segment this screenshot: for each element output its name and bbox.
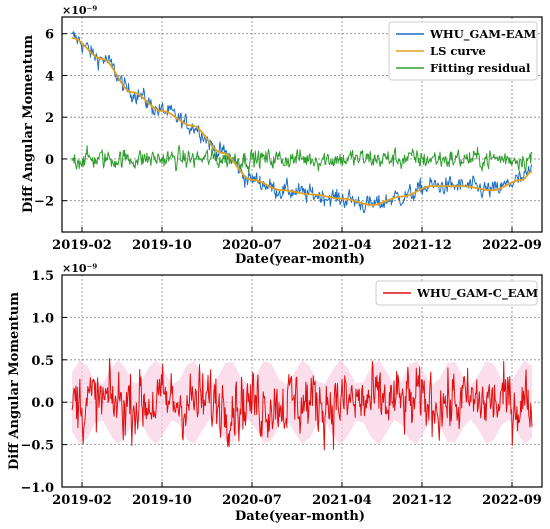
top-legend: WHU_GAM-EAM LS curve Fitting residual xyxy=(388,21,538,81)
series-line-whu-gam-c-eam xyxy=(71,358,533,451)
series-line-fitting-residual xyxy=(71,144,533,174)
top-x-ticks: 2019-02 2019-10 2020-07 2021-04 2021-12 2022-… xyxy=(52,227,542,253)
top-y-ticks: −2 0 2 4 6 xyxy=(34,28,67,210)
bottom-x-tick-label: 2020-07 xyxy=(222,493,282,508)
top-legend-box xyxy=(388,21,538,81)
bottom-y-tick-label: −0.5 xyxy=(20,439,54,454)
bottom-y-axis-title: Diff Angular Momentum xyxy=(7,292,22,470)
top-x-tick-label: 2019-02 xyxy=(52,238,112,253)
top-x-axis-title: Date(year-month) xyxy=(235,252,365,267)
top-y-tick-label: 6 xyxy=(45,28,54,43)
bottom-x-axis-title: Date(year-month) xyxy=(235,509,365,524)
top-x-tick-label: 2021-04 xyxy=(312,238,372,253)
top-scale-label: ×10⁻⁹ xyxy=(62,4,97,17)
top-y-axis-title: Diff Angular Momentum xyxy=(21,35,36,213)
series-line-ls-curve xyxy=(71,37,533,206)
bottom-x-tick-label: 2021-12 xyxy=(392,493,452,508)
top-x-tick-label: 2019-10 xyxy=(132,238,192,253)
bottom-legend-box xyxy=(375,280,538,306)
top-chart: ×10⁻⁹ −2 0 2 4 6 2019-02 2019-10 2020-07 2021-0… xyxy=(21,4,543,267)
legend-label-fitting-residual: Fitting residual xyxy=(430,61,531,75)
bottom-series xyxy=(71,358,533,451)
top-y-tick-label: 4 xyxy=(45,69,54,84)
bottom-y-tick-label: −1.0 xyxy=(20,481,54,496)
bottom-scale-label: ×10⁻⁹ xyxy=(62,262,97,275)
bottom-legend: WHU_GAM-C_EAM xyxy=(375,280,538,306)
top-y-tick-label: 0 xyxy=(45,153,54,168)
top-x-tick-label: 2022-09 xyxy=(482,238,542,253)
legend-label-whu-gam-eam: WHU_GAM-EAM xyxy=(429,27,536,42)
bottom-y-tick-label: 1.0 xyxy=(31,311,54,326)
top-y-tick-label: 2 xyxy=(45,111,54,126)
bottom-y-tick-label: 0.0 xyxy=(31,396,54,411)
bottom-plot-frame xyxy=(61,274,543,488)
bottom-x-tick-label: 2019-02 xyxy=(52,493,112,508)
top-x-tick-label: 2020-07 xyxy=(222,238,282,253)
bottom-x-tick-label: 2022-09 xyxy=(482,493,542,508)
legend-label-whu-gam-c-eam: WHU_GAM-C_EAM xyxy=(416,286,538,301)
top-plot-frame xyxy=(61,16,543,233)
bottom-y-tick-label: 1.5 xyxy=(31,269,54,284)
bottom-x-tick-label: 2021-04 xyxy=(312,493,372,508)
top-y-tick-label: −2 xyxy=(34,195,54,210)
bottom-x-ticks: 2019-02 2019-10 2020-07 2021-04 2021-12 2022-… xyxy=(52,482,542,508)
bottom-y-tick-label: 0.5 xyxy=(31,354,54,369)
bottom-x-tick-label: 2019-10 xyxy=(132,493,192,508)
legend-label-ls-curve: LS curve xyxy=(430,44,486,58)
bottom-y-ticks: −1.0 −0.5 0.0 0.5 1.0 1.5 xyxy=(20,269,67,496)
bottom-chart: ×10⁻⁹ −1.0 −0.5 0.0 0.5 1.0 1.5 2019-02 2019-1… xyxy=(7,262,543,524)
top-series xyxy=(71,31,533,214)
top-x-tick-label: 2021-12 xyxy=(392,238,452,253)
